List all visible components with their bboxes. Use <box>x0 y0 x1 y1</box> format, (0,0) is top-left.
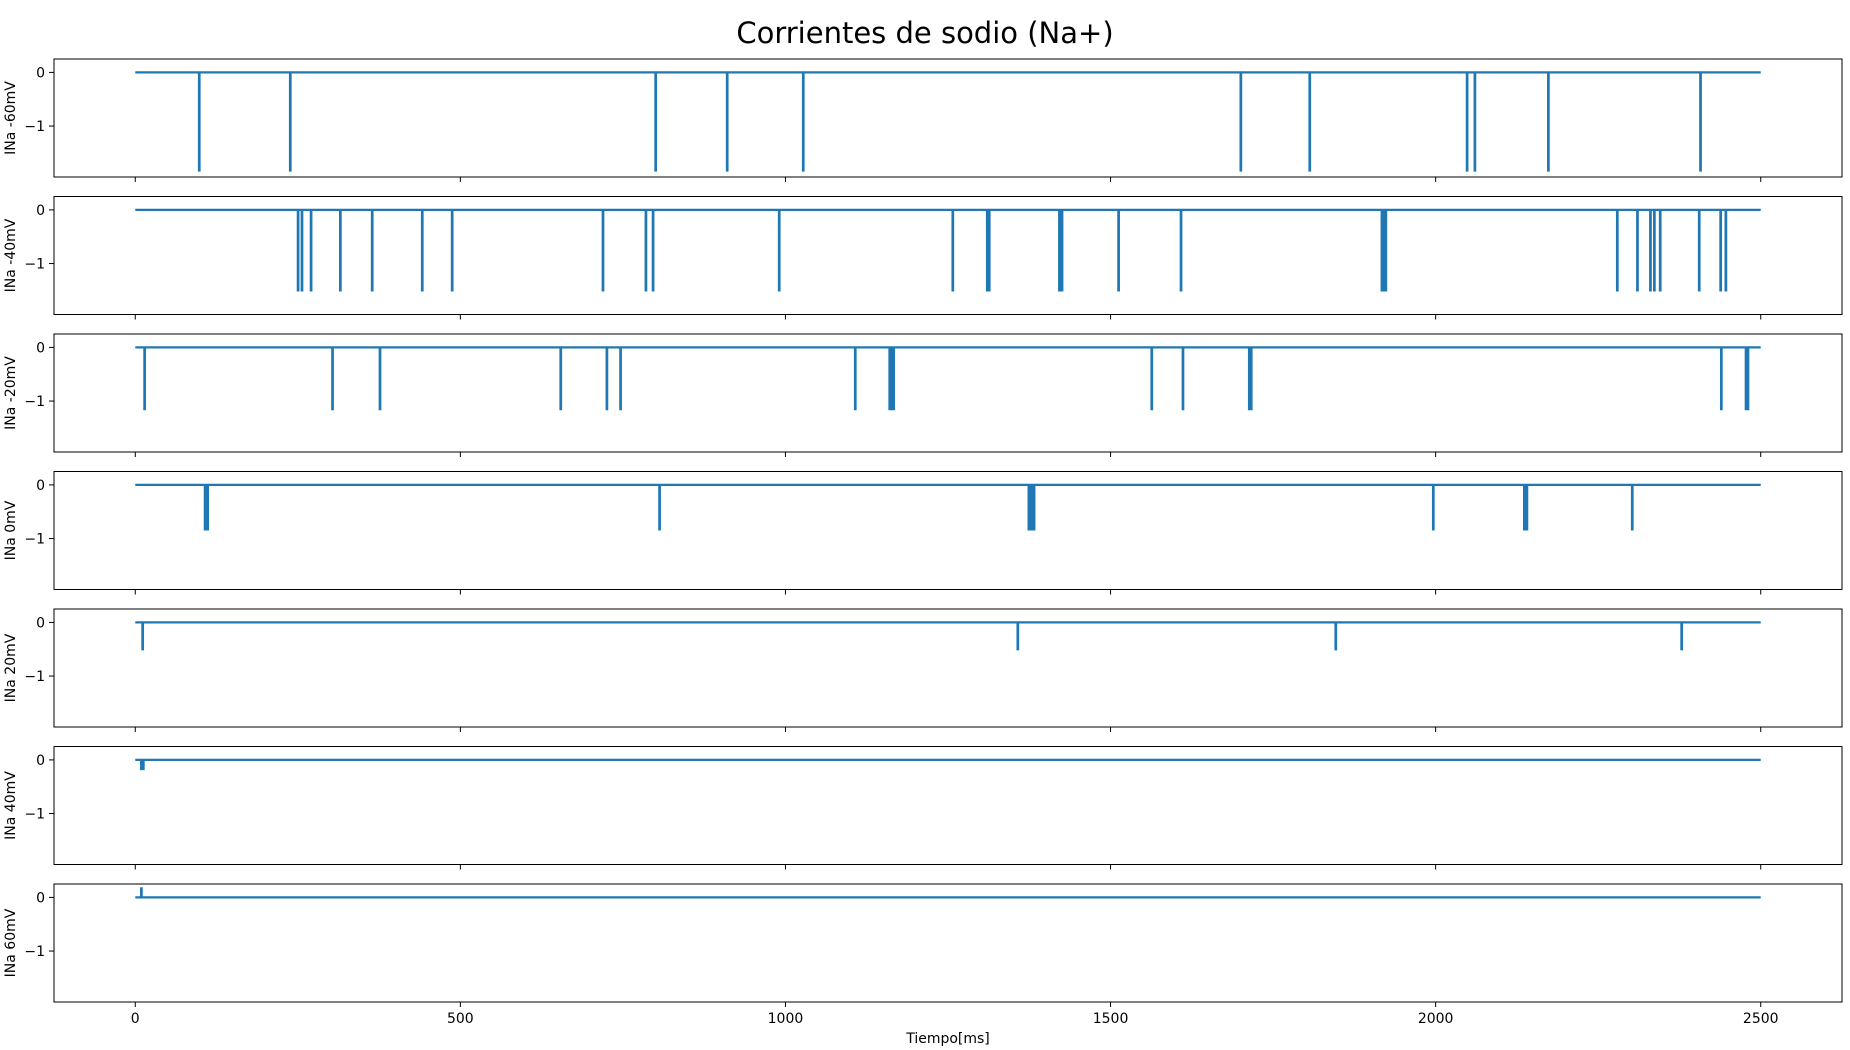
y-tick-label: −1 <box>24 669 45 685</box>
subplot-panel: 0 −1 INa -60mV <box>3 58 1843 182</box>
current-trace <box>135 71 1761 172</box>
subplot-stack: 0 −1 INa -60mV 0 −1 INa -40mV 0 −1 INa -20mV 0 −1 I… <box>3 58 1843 1027</box>
x-tick-label: 0 <box>131 1011 140 1027</box>
x-axis-label: Tiempo[ms] <box>905 1031 990 1047</box>
subplot-panel: 0 −1 INa 20mV <box>3 608 1843 732</box>
y-tick-label: 0 <box>36 340 45 356</box>
current-trace <box>135 621 1761 651</box>
current-trace <box>135 758 1761 771</box>
y-axis-label: INa -20mV <box>3 356 19 430</box>
x-tick-label: 2000 <box>1418 1011 1454 1027</box>
current-trace <box>135 208 1761 292</box>
current-trace <box>135 346 1761 411</box>
axes-frame <box>53 58 1843 178</box>
axes-frame <box>53 196 1843 315</box>
current-trace <box>135 887 1761 899</box>
y-tick-label: 0 <box>36 753 45 769</box>
y-tick-label: −1 <box>24 119 45 135</box>
subplot-panel: 0 −1 0 500 1000 1500 2000 2500 INa 60mV <box>3 883 1843 1027</box>
y-axis-label: INa 20mV <box>3 633 19 702</box>
y-tick-label: −1 <box>24 257 45 273</box>
y-tick-label: 0 <box>36 478 45 494</box>
y-tick-label: −1 <box>24 944 45 960</box>
y-axis-label: INa -60mV <box>3 81 19 155</box>
axes-frame <box>53 883 1843 1003</box>
x-tick-label: 500 <box>447 1011 474 1027</box>
axes-frame <box>53 608 1843 728</box>
y-axis-label: INa 0mV <box>3 500 19 560</box>
current-trace <box>135 483 1761 531</box>
figure-title: Corrientes de sodio (Na+) <box>736 16 1113 50</box>
y-tick-label: 0 <box>36 65 45 81</box>
y-tick-label: −1 <box>24 394 45 410</box>
y-axis-label: INa 60mV <box>3 908 19 977</box>
subplot-panel: 0 −1 INa -20mV <box>3 333 1843 457</box>
y-tick-label: 0 <box>36 890 45 906</box>
subplot-panel: 0 −1 INa 40mV <box>3 746 1843 870</box>
x-tick-label: 2500 <box>1743 1011 1779 1027</box>
y-tick-label: −1 <box>24 807 45 823</box>
x-tick-label: 1500 <box>1093 1011 1129 1027</box>
y-axis-label: INa 40mV <box>3 771 19 840</box>
y-tick-label: 0 <box>36 615 45 631</box>
subplot-panel: 0 −1 INa -40mV <box>3 196 1843 320</box>
subplot-panel: 0 −1 INa 0mV <box>3 471 1843 595</box>
axes-frame <box>53 333 1843 453</box>
y-tick-label: 0 <box>36 203 45 219</box>
axes-frame <box>53 746 1843 865</box>
axes-frame <box>53 471 1843 590</box>
y-axis-label: INa -40mV <box>3 218 19 292</box>
y-tick-label: −1 <box>24 532 45 548</box>
x-tick-label: 1000 <box>768 1011 804 1027</box>
